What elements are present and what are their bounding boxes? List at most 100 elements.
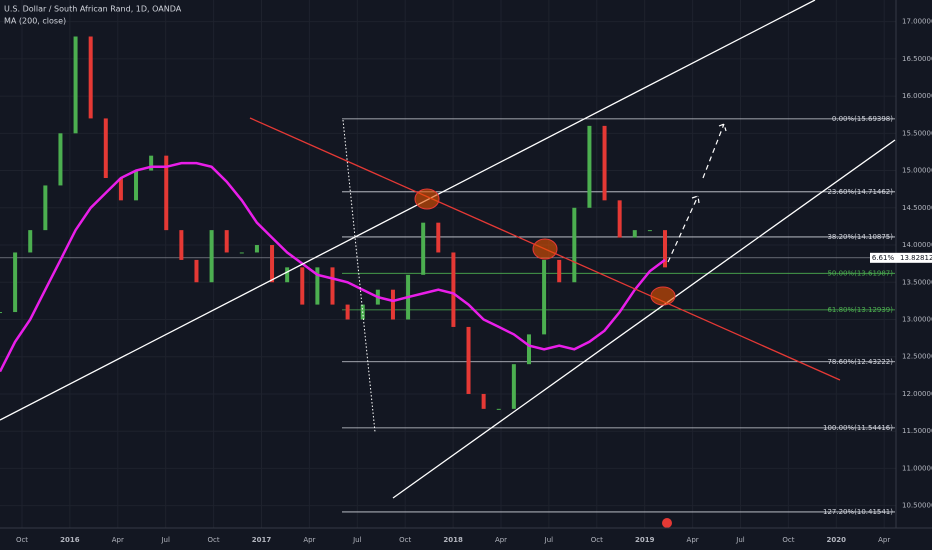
x-tick-label: Apr <box>878 536 890 544</box>
x-tick-label: Jul <box>352 536 362 544</box>
x-tick-label: Apr <box>303 536 315 544</box>
y-tick-label: 16.00000 <box>902 92 932 100</box>
candle <box>617 200 622 238</box>
x-tick-label: 2019 <box>635 536 655 544</box>
x-tick-label: 2020 <box>827 536 847 544</box>
candle <box>587 125 592 208</box>
y-tick-label: 11.50000 <box>902 427 932 435</box>
candle <box>0 312 2 314</box>
candle <box>572 207 577 283</box>
y-tick-label: 15.50000 <box>902 129 932 137</box>
fib-label: 38.20%(14.10875) <box>827 233 893 241</box>
candle <box>511 364 516 409</box>
chart-title: U.S. Dollar / South African Rand, 1D, OA… <box>4 5 182 14</box>
candle <box>602 125 607 201</box>
y-tick-label: 12.00000 <box>902 390 932 398</box>
price-badge <box>896 252 932 263</box>
indicator-label: MA (200, close) <box>4 17 66 26</box>
x-tick-label: 2018 <box>443 536 463 544</box>
x-tick-label: Oct <box>591 536 603 544</box>
candle <box>300 267 305 305</box>
candle <box>557 259 562 283</box>
candle <box>239 252 244 254</box>
candle <box>13 252 18 313</box>
candle <box>390 289 395 320</box>
candle <box>632 230 637 238</box>
fib-label: 100.00%(11.54416) <box>823 424 893 432</box>
candle <box>496 408 501 410</box>
y-tick-label: 10.50000 <box>902 502 932 510</box>
trend-line <box>0 0 816 421</box>
candle <box>542 259 547 335</box>
moving-average <box>0 161 666 373</box>
candle <box>164 155 169 231</box>
candle <box>421 222 426 275</box>
price-badge <box>870 252 896 263</box>
x-tick-label: Apr <box>495 536 507 544</box>
candle <box>209 230 214 283</box>
highlight <box>414 188 440 210</box>
candle <box>647 230 652 232</box>
x-tick-label: Oct <box>782 536 794 544</box>
price-change: 6.61% <box>872 254 895 262</box>
y-tick-label: 15.00000 <box>902 167 932 175</box>
candle <box>315 267 320 305</box>
candle <box>285 267 290 283</box>
x-tick-label: Jul <box>160 536 170 544</box>
x-tick-label: Oct <box>399 536 411 544</box>
candle <box>88 36 93 119</box>
fib-label: 50.00%(13.61987) <box>827 269 893 277</box>
candle <box>118 178 123 201</box>
candle <box>330 267 335 305</box>
candle <box>270 245 275 283</box>
fib-label: 0.00%(15.69398) <box>832 115 893 123</box>
candle <box>481 393 486 409</box>
arrow <box>667 195 700 263</box>
candle <box>194 259 199 283</box>
x-tick-label: Apr <box>687 536 699 544</box>
fib-retracement: 0.00%(15.69398) 23.60%(14.71462) 38.20%(14… <box>342 115 895 516</box>
candle <box>663 230 667 268</box>
candle <box>28 230 33 253</box>
y-tick-label: 12.50000 <box>902 353 932 361</box>
fib-label: 78.60%(12.43222) <box>827 358 893 366</box>
highlight <box>532 238 558 260</box>
arrow <box>702 123 727 179</box>
y-tick-label: 11.00000 <box>902 464 932 472</box>
fib-label: 127.20%(10.41541) <box>823 508 893 516</box>
x-tick-label: Oct <box>208 536 220 544</box>
event-icon[interactable] <box>662 518 672 528</box>
candle <box>224 230 229 253</box>
last-price: 13.82812 <box>900 254 932 262</box>
y-tick-label: 14.00000 <box>902 241 932 249</box>
y-tick-label: 13.00000 <box>902 315 932 323</box>
candle <box>451 252 456 327</box>
candle <box>43 185 48 231</box>
y-tick-label: 13.50000 <box>902 278 932 286</box>
y-tick-label: 16.50000 <box>902 55 932 63</box>
highlight <box>650 286 676 306</box>
x-tick-label: Apr <box>112 536 124 544</box>
x-tick-label: Oct <box>16 536 28 544</box>
candle <box>73 36 78 134</box>
y-tick-label: 17.00000 <box>902 18 932 26</box>
x-tick-label: 2016 <box>60 536 80 544</box>
candle <box>149 155 154 171</box>
drawings <box>0 0 896 528</box>
candle <box>103 118 108 178</box>
fib-label: 23.60%(14.71462) <box>827 188 893 196</box>
candle <box>58 133 63 186</box>
fib-label: 61.80%(13.12939) <box>827 306 893 314</box>
y-tick-label: 14.50000 <box>902 204 932 212</box>
series <box>0 36 667 410</box>
candle <box>134 170 139 201</box>
candle <box>179 230 184 260</box>
x-tick-label: Jul <box>544 536 554 544</box>
candle <box>345 304 350 320</box>
candle <box>436 222 441 253</box>
x-tick-label: 2017 <box>252 536 272 544</box>
candle <box>466 326 471 394</box>
